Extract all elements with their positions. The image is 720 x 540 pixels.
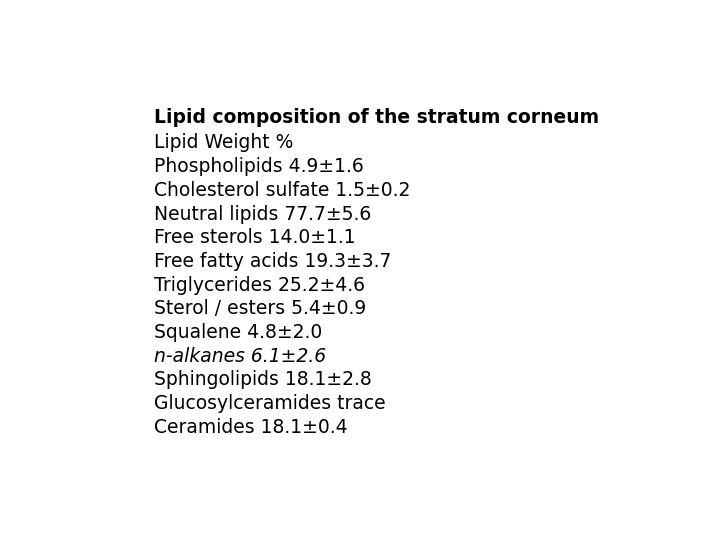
Text: Glucosylceramides trace: Glucosylceramides trace [154, 394, 386, 413]
Text: Free fatty acids 19.3±3.7: Free fatty acids 19.3±3.7 [154, 252, 392, 271]
Text: Sterol / esters 5.4±0.9: Sterol / esters 5.4±0.9 [154, 299, 366, 318]
Text: Ceramides 18.1±0.4: Ceramides 18.1±0.4 [154, 418, 348, 437]
Text: Lipid Weight %: Lipid Weight % [154, 133, 294, 152]
Text: Sphingolipids 18.1±2.8: Sphingolipids 18.1±2.8 [154, 370, 372, 389]
Text: Triglycerides 25.2±4.6: Triglycerides 25.2±4.6 [154, 275, 365, 295]
Text: Squalene 4.8±2.0: Squalene 4.8±2.0 [154, 323, 323, 342]
Text: Lipid composition of the stratum corneum: Lipid composition of the stratum corneum [154, 109, 599, 127]
Text: Free sterols 14.0±1.1: Free sterols 14.0±1.1 [154, 228, 356, 247]
Text: Neutral lipids 77.7±5.6: Neutral lipids 77.7±5.6 [154, 205, 372, 224]
Text: Cholesterol sulfate 1.5±0.2: Cholesterol sulfate 1.5±0.2 [154, 181, 410, 200]
Text: Phospholipids 4.9±1.6: Phospholipids 4.9±1.6 [154, 157, 364, 176]
Text: n-alkanes 6.1±2.6: n-alkanes 6.1±2.6 [154, 347, 326, 366]
